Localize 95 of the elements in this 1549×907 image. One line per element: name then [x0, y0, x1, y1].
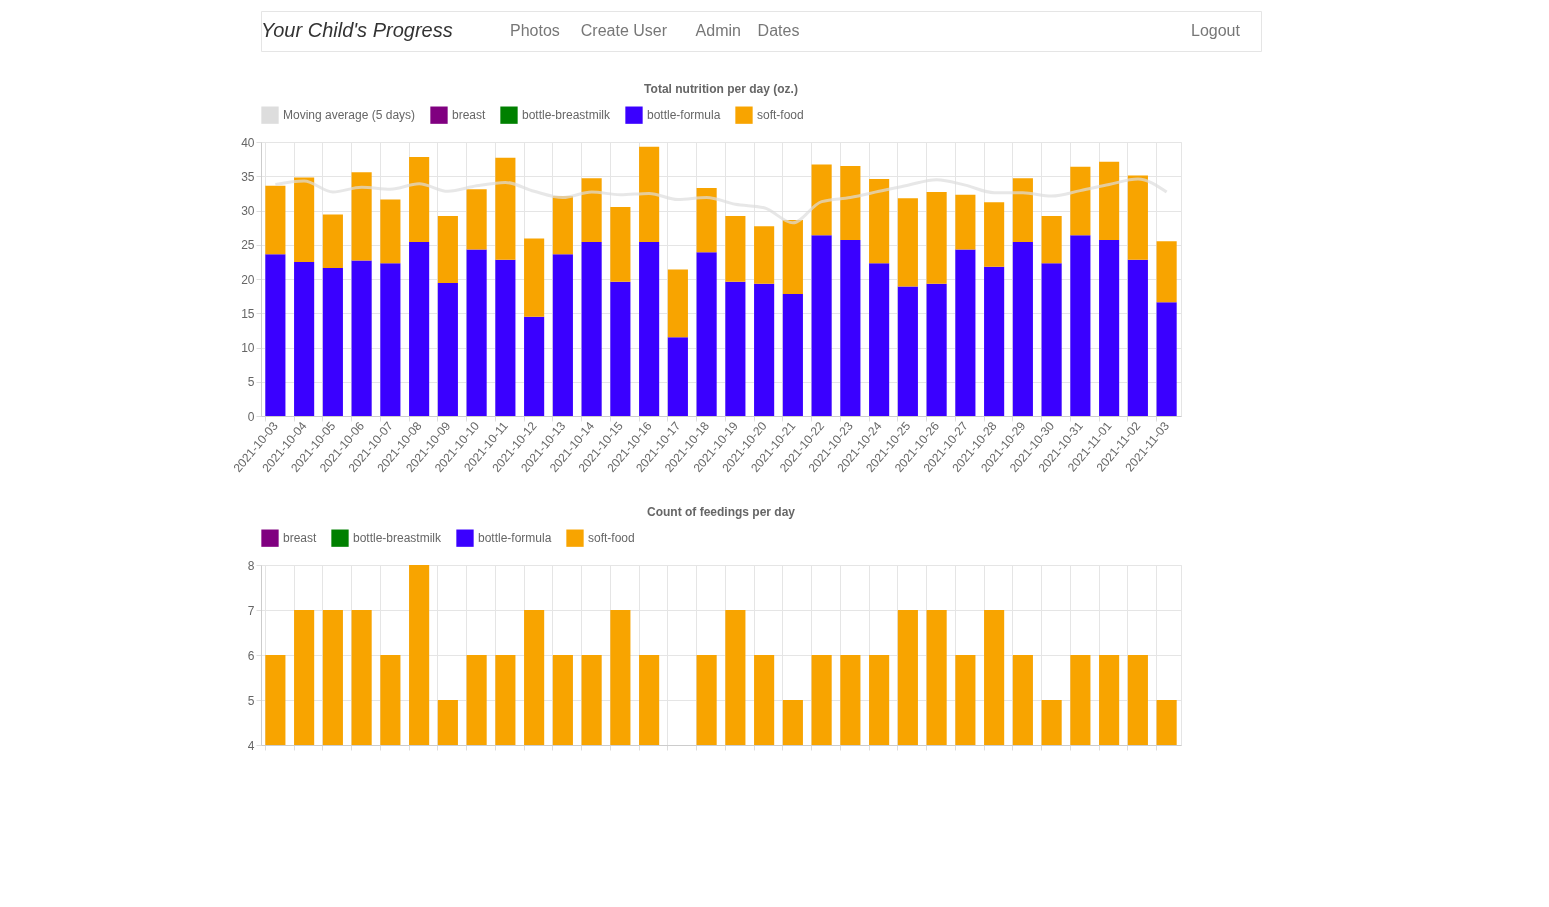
bar	[840, 239, 861, 416]
bar	[955, 249, 976, 416]
bar	[926, 192, 947, 284]
bar	[725, 281, 746, 416]
bar	[725, 215, 746, 282]
bar	[1127, 259, 1148, 416]
y-tick-label: 10	[241, 341, 255, 355]
bar	[926, 283, 947, 416]
bar	[409, 242, 430, 416]
y-tick-label: 5	[247, 693, 255, 708]
bar	[294, 261, 315, 416]
text: Your Child's Progress	[261, 19, 453, 41]
y-tick-label: 5	[247, 375, 255, 390]
bar	[1070, 166, 1091, 236]
bar	[351, 260, 372, 416]
bar	[984, 202, 1005, 267]
bar	[351, 172, 372, 261]
y-tick-label: 25	[241, 238, 255, 253]
text: Create User	[580, 22, 668, 39]
bar	[524, 316, 545, 416]
y-tick-label: 30	[241, 204, 255, 218]
bar	[495, 157, 516, 260]
bar	[869, 178, 890, 264]
bar	[524, 238, 545, 317]
bar	[667, 269, 688, 338]
y-tick-label: 6	[247, 648, 255, 663]
bar	[552, 196, 573, 255]
bar	[984, 266, 1005, 416]
bar	[840, 165, 861, 240]
legend-label: bottle-formula	[647, 108, 721, 123]
bar	[696, 252, 717, 416]
bar	[1041, 263, 1062, 416]
chart-title: Count of feedings per day	[646, 505, 796, 519]
bar	[322, 214, 343, 269]
bar	[897, 286, 918, 416]
bar	[1156, 241, 1177, 303]
bar	[1012, 178, 1033, 243]
bar	[466, 189, 487, 250]
bar	[1127, 175, 1148, 260]
bar	[581, 178, 602, 243]
bar	[869, 263, 890, 416]
text: Photos	[510, 22, 560, 39]
bar	[639, 242, 660, 416]
bar	[437, 283, 458, 416]
bar	[409, 157, 430, 243]
bar	[322, 268, 343, 416]
bar	[782, 220, 803, 295]
y-tick-label: 15	[241, 306, 255, 321]
bar	[265, 254, 286, 416]
y-tick-label: 4	[247, 738, 255, 753]
bar	[754, 226, 775, 284]
bar	[955, 194, 976, 250]
text: Logout	[1191, 22, 1241, 39]
chart-title: Total nutrition per day (oz.)	[644, 82, 798, 96]
text: Admin	[695, 22, 741, 39]
bar	[581, 242, 602, 416]
bar	[610, 207, 631, 282]
bar	[552, 254, 573, 416]
legend-label: breast	[283, 531, 318, 546]
bar	[1012, 242, 1033, 416]
legend-label: bottle-breastmilk	[522, 108, 612, 123]
bar	[782, 294, 803, 416]
legend-label: Moving average (5 days)	[283, 108, 416, 123]
bar	[811, 164, 832, 236]
bar	[466, 249, 487, 416]
bar	[437, 215, 458, 284]
bar	[1041, 215, 1062, 264]
bar	[265, 185, 286, 255]
bar	[667, 337, 688, 416]
bar	[294, 177, 315, 262]
bar	[897, 198, 918, 287]
y-tick-label: 7	[247, 603, 255, 618]
text: Dates	[757, 22, 800, 39]
bar	[380, 199, 401, 264]
y-tick-label: 35	[241, 169, 255, 184]
bar	[380, 263, 401, 416]
y-tick-label: 0	[247, 409, 255, 424]
bar	[1099, 161, 1120, 240]
bar	[610, 281, 631, 416]
legend-label: soft-food	[588, 531, 635, 546]
bar	[1156, 302, 1177, 416]
y-tick-label: 8	[247, 558, 255, 573]
bar	[495, 259, 516, 416]
bar	[754, 283, 775, 416]
y-tick-label: 40	[241, 135, 255, 150]
y-tick-label: 20	[241, 272, 255, 287]
bar	[1070, 235, 1091, 416]
bar	[1099, 239, 1120, 416]
legend-label: breast	[452, 108, 487, 123]
bar	[696, 187, 717, 253]
legend-label: soft-food	[757, 108, 804, 123]
bar	[811, 235, 832, 416]
bar	[639, 146, 660, 243]
legend-label: bottle-breastmilk	[353, 531, 443, 546]
legend-label: bottle-formula	[478, 531, 552, 546]
